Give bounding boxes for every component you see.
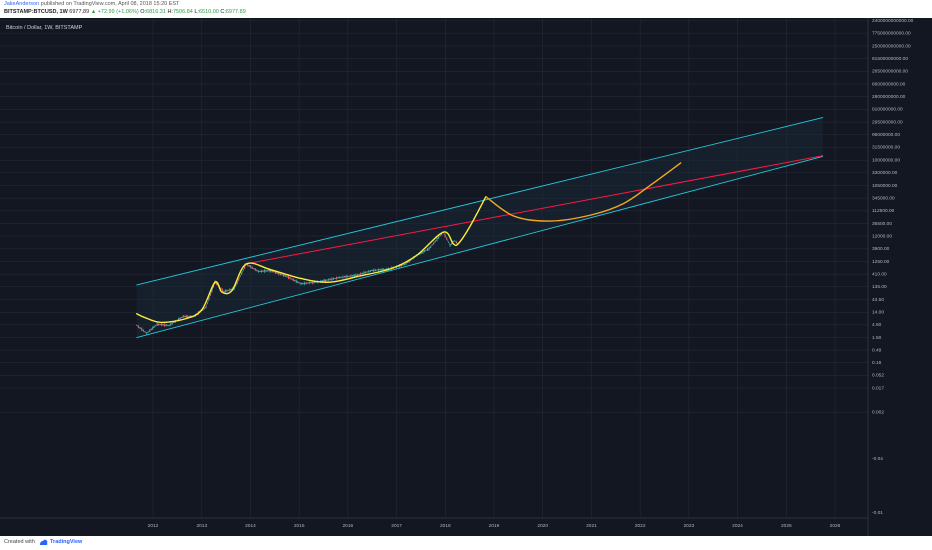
y-tick-label[interactable]: 295000000.00 [872,119,903,125]
time-axis[interactable]: 2012 2013 2014 2015 2016 2017 2018 2019 2020 2021… [0,517,868,529]
y-tick-label[interactable]: 1250.00 [872,259,890,265]
y-tick-label[interactable]: 2800000000.00 [872,94,906,100]
x-tick-label[interactable]: 2015 [294,523,305,529]
published-text: published on TradingView.com, April 08, … [40,1,180,7]
x-tick-label[interactable]: 2024 [732,523,743,529]
high-label: H: [167,9,173,15]
channel-fill [136,117,823,338]
symbol-label[interactable]: BITSTAMP:BTCUSD, 1W [4,9,68,15]
low-value: 6510.00 [198,9,219,15]
y-tick-label[interactable]: 96000000.00 [872,132,900,138]
y-tick-label[interactable]: 0.002 [872,409,884,415]
y-tick-label[interactable]: 12000.00 [872,233,892,239]
y-tick-label[interactable]: 0.16 [872,360,882,366]
open-label: O: [140,9,147,15]
symbol-info: BITSTAMP:BTCUSD, 1W 6977.89 ▲ +72.99 (+1… [4,9,246,15]
y-tick-label[interactable]: 345000.00 [872,196,895,202]
y-tick-label[interactable]: 3900.00 [872,246,890,252]
y-tick-label[interactable]: 10000000.00 [872,158,900,164]
y-tick-label[interactable]: 775000000000.00 [872,31,911,37]
y-tick-label[interactable]: 250000000000.00 [872,43,911,49]
y-tick-label[interactable]: 910000000.00 [872,107,903,113]
x-tick-label[interactable]: 2026 [830,523,841,529]
x-tick-label[interactable]: 2021 [586,523,597,529]
channel-upper-line[interactable] [136,117,824,286]
x-tick-label[interactable]: 2017 [391,523,402,529]
close-value: 6977.89 [225,9,246,15]
x-tick-label[interactable]: 2012 [148,523,159,529]
y-tick-label[interactable]: 1.50 [872,335,882,341]
y-tick-label[interactable]: 4.60 [872,322,882,328]
chart-title: Bitcoin / Dollar, 1W, BITSTAMP [6,25,83,31]
cycle-curve[interactable] [136,196,487,324]
y-tick-label[interactable]: 26500000000.00 [872,69,908,75]
midline[interactable] [244,155,824,265]
chart-area[interactable]: 2400000000000.00 775000000000.00 250000000… [0,18,932,536]
created-with-text: Created with [4,539,35,545]
high-value: 7506.84 [172,9,193,15]
y-tick-label[interactable]: 14.00 [872,310,884,316]
y-tick-label[interactable]: -0.04 [872,456,883,462]
x-tick-label[interactable]: 2020 [537,523,548,529]
price-chart[interactable]: 2400000000000.00 775000000000.00 250000000… [0,18,932,536]
publish-info: JakeAnderson published on TradingView.co… [4,1,179,7]
x-tick-label[interactable]: 2013 [196,523,207,529]
y-tick-label[interactable]: -0.01 [872,510,883,516]
last-price: 6977.89 [69,9,90,15]
x-tick-label[interactable]: 2018 [440,523,451,529]
x-tick-label[interactable]: 2016 [343,523,354,529]
open-value: 6816.31 [146,9,166,15]
y-tick-label[interactable]: 36500.00 [872,221,892,227]
price-line[interactable] [136,231,459,334]
x-tick-label[interactable]: 2025 [781,523,792,529]
channel-lower-line[interactable] [136,155,824,339]
trend-lines[interactable] [136,117,824,339]
x-tick-label[interactable]: 2023 [684,523,695,529]
y-tick-label[interactable]: 8600000000.00 [872,81,906,87]
price-change: ▲ +72.99 (+1.06%) [90,9,139,15]
grid [0,18,868,518]
footer: Created with TradingView [0,536,932,550]
close-label: C: [220,9,226,15]
y-tick-label[interactable]: 410.00 [872,271,887,277]
y-tick-label[interactable]: 3300000.00 [872,170,898,176]
y-tick-label[interactable]: 0.017 [872,385,884,391]
y-tick-label[interactable]: 43.50 [872,297,884,303]
y-tick-label[interactable]: 135.00 [872,284,887,290]
tradingview-logo-icon [40,539,48,545]
y-tick-label[interactable]: 81500000000.00 [872,56,908,62]
publish-header: JakeAnderson published on TradingView.co… [0,0,932,18]
y-tick-label[interactable]: 1050000.00 [872,183,898,189]
y-tick-label[interactable]: 2400000000000.00 [872,18,914,24]
author-link[interactable]: JakeAnderson [4,1,40,7]
y-tick-label[interactable]: 112500.00 [872,208,895,214]
projection-curve[interactable] [485,162,682,222]
y-tick-label[interactable]: 0.49 [872,347,882,353]
y-tick-label[interactable]: 31500000.00 [872,145,900,151]
low-label: L: [194,9,199,15]
tradingview-brand[interactable]: TradingView [50,539,83,545]
x-tick-label[interactable]: 2022 [635,523,646,529]
x-tick-label[interactable]: 2014 [245,523,256,529]
y-tick-label[interactable]: 0.052 [872,373,884,379]
x-tick-label[interactable]: 2019 [489,523,500,529]
price-axis[interactable]: 2400000000000.00 775000000000.00 250000000… [867,18,914,536]
channel-area [136,117,823,338]
